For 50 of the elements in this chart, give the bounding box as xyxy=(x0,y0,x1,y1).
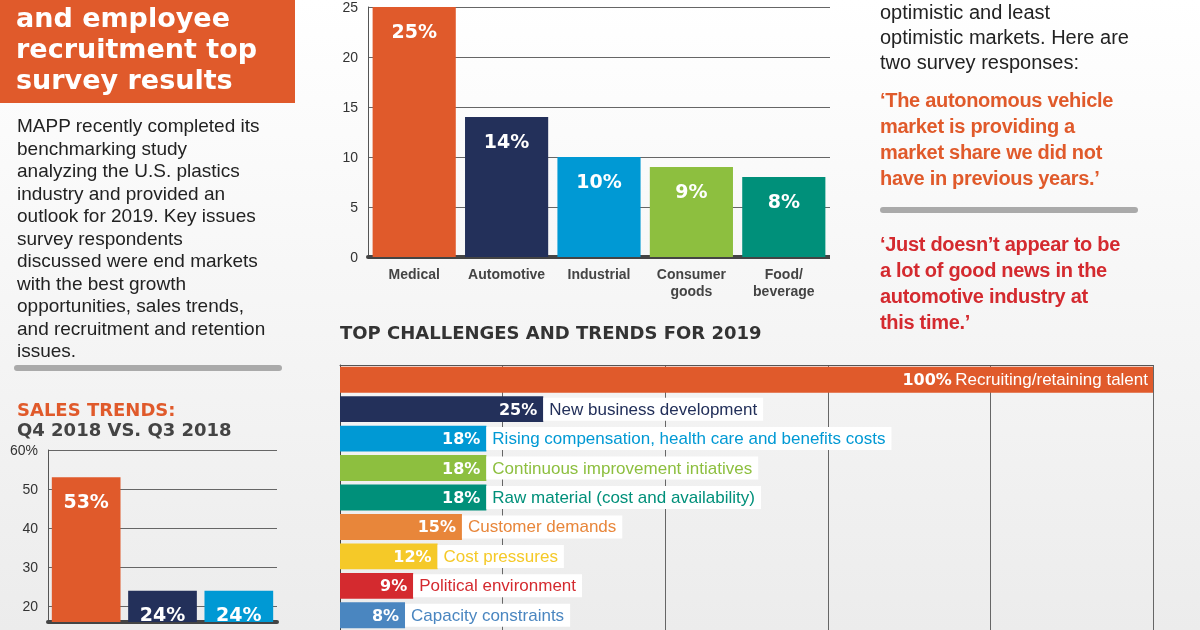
y-tick-label: Customer demands xyxy=(467,517,617,537)
data-label: 8% xyxy=(371,605,400,625)
y-tick-label: 20 xyxy=(22,598,39,615)
data-label: 53% xyxy=(63,489,109,512)
text: ‘Just doesn’t appear to be a lot of good news in the automotive industry at this time.’ xyxy=(880,232,1122,335)
y-tick-label: 5 xyxy=(350,199,359,215)
y-tick-label: 15 xyxy=(342,99,359,115)
data-label: 18% xyxy=(442,488,481,507)
data-label: 8% xyxy=(767,189,800,212)
data-label: 25% xyxy=(498,399,538,419)
data-label: 14% xyxy=(483,129,530,152)
y-tick-label: Continuous improvement intiatives xyxy=(492,458,753,478)
y-tick-label: 30 xyxy=(22,559,39,576)
data-label: 24% xyxy=(216,603,262,626)
x-tick-label: Medical xyxy=(388,265,440,282)
chart-title: TOP CHALLENGES AND TRENDS FOR 2019 xyxy=(340,321,762,343)
text: optimistic and least optimistic markets. Here are two survey responses: xyxy=(880,0,1130,75)
data-label: 24% xyxy=(139,603,186,626)
x-tick-label: Industrial xyxy=(567,265,631,282)
y-tick-label: Cost pressures xyxy=(443,546,558,566)
data-label: 25% xyxy=(391,19,437,42)
data-label: 100% xyxy=(902,370,952,390)
y-tick-label: Political environment xyxy=(419,576,577,596)
y-tick-label: 60% xyxy=(9,442,38,458)
text: and employee recruitment top survey results xyxy=(0,0,295,103)
x-tick-label: Food/beverage xyxy=(753,265,815,299)
y-tick-label: 10 xyxy=(342,149,359,165)
data-label: 9% xyxy=(675,179,708,202)
data-label: 18% xyxy=(442,458,481,478)
data-label: 18% xyxy=(442,429,481,449)
chart-title: SALES TRENDS: xyxy=(17,398,176,420)
y-tick-label: New business development xyxy=(549,399,758,419)
data-label: 9% xyxy=(380,576,408,596)
chart-subtitle: Q4 2018 VS. Q3 2018 xyxy=(17,418,232,440)
data-label: 12% xyxy=(393,546,432,566)
y-tick-label: 50 xyxy=(22,481,39,498)
x-tick-label: Automotive xyxy=(468,265,546,282)
y-tick-label: 20 xyxy=(342,49,359,65)
y-tick-label: 40 xyxy=(22,520,39,537)
y-tick-label: Raw material (cost and availability) xyxy=(492,488,755,507)
y-tick-label: 25 xyxy=(342,0,359,15)
y-tick-label: Capacity constraints xyxy=(411,605,565,625)
text: MAPP recently completed its benchmarking study analyzing the U.S. plastics industry and provided an outlook for 2019. Key issues survey respondents discussed were end markets with the best growth opportunities, sales trends, and recruitment and retention issues. xyxy=(17,115,266,361)
data-label: 10% xyxy=(576,169,622,192)
y-tick-label: Rising compensation, health care and benefits costs xyxy=(492,429,886,449)
text: ‘The autonomous vehicle market is providing a market share we did not have in previous years.’ xyxy=(880,88,1115,191)
y-tick-label: 0 xyxy=(350,249,359,265)
data-label: 15% xyxy=(417,517,456,537)
y-tick-label: Recruiting/retaining talent xyxy=(955,370,1149,390)
x-tick-label: Consumer goods xyxy=(656,265,727,299)
